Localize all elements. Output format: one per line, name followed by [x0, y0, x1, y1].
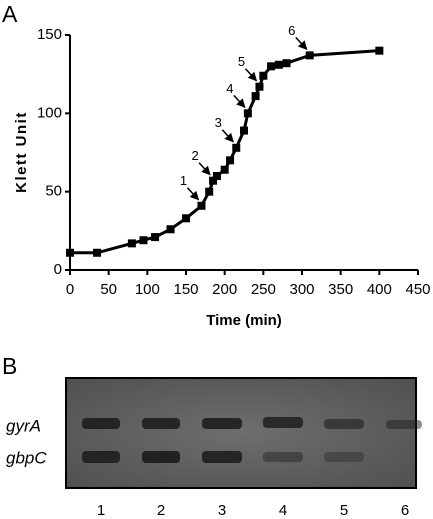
row-label: gyrA [6, 416, 41, 435]
y-tick-label: 150 [37, 26, 62, 43]
marker [232, 143, 241, 152]
annotation: 1 [180, 173, 187, 188]
x-tick-label: 50 [100, 281, 117, 298]
lane-label: 2 [157, 502, 165, 519]
marker [267, 62, 276, 71]
y-tick-label: 0 [54, 261, 62, 278]
marker [240, 126, 248, 135]
x-tick-label: 150 [173, 281, 198, 298]
marker [127, 239, 136, 248]
annotation: 5 [238, 54, 245, 69]
lane-label: 1 [97, 502, 105, 519]
marker [251, 92, 260, 101]
arrow [233, 94, 246, 108]
marker [255, 82, 264, 91]
marker [151, 233, 160, 242]
annotation: 6 [288, 23, 295, 38]
marker [282, 59, 291, 68]
x-axis-label: Time (min) [206, 312, 282, 329]
x-tick-label: 450 [405, 281, 430, 298]
lane-label: 4 [279, 502, 287, 519]
annotation: 2 [191, 148, 198, 163]
y-tick-label: 100 [37, 104, 62, 121]
marker [226, 156, 235, 165]
marker [205, 187, 214, 196]
lane-label: 6 [401, 502, 409, 519]
gel-image [65, 377, 422, 489]
arrow [244, 68, 258, 82]
x-tick-label: 400 [367, 281, 392, 298]
marker [182, 214, 190, 223]
x-tick-label: 250 [251, 281, 276, 298]
arrow [295, 36, 308, 51]
y-tick-label: 50 [45, 183, 62, 200]
marker [212, 172, 221, 180]
x-tick-label: 300 [289, 281, 314, 298]
x-tick-label: 100 [135, 281, 160, 298]
marker [243, 109, 252, 118]
marker [197, 201, 206, 210]
x-tick-label: 350 [328, 281, 353, 298]
marker [305, 51, 314, 60]
panel-label: A [2, 1, 18, 27]
marker [166, 225, 175, 234]
marker [139, 236, 148, 245]
row-label: gbpC [6, 448, 47, 467]
lane-label: 3 [218, 502, 226, 519]
marker [375, 46, 384, 55]
x-tick-label: 0 [66, 281, 74, 298]
line [70, 49, 380, 255]
arrow [198, 162, 211, 176]
marker [66, 248, 74, 257]
y-axis-label: Klett Unit [13, 111, 30, 193]
gel-frame [65, 377, 417, 489]
marker [259, 71, 268, 80]
lane-label: 5 [340, 502, 348, 519]
marker [93, 248, 102, 257]
x-tick-label: 200 [212, 281, 237, 298]
marker [274, 60, 283, 69]
panel-label: B [2, 353, 17, 379]
arrow [221, 129, 234, 143]
bands [82, 417, 422, 463]
marker [209, 176, 218, 185]
annotation: 4 [226, 81, 233, 96]
arrow [186, 187, 200, 201]
marker [220, 165, 229, 174]
annotation: 3 [215, 115, 222, 130]
